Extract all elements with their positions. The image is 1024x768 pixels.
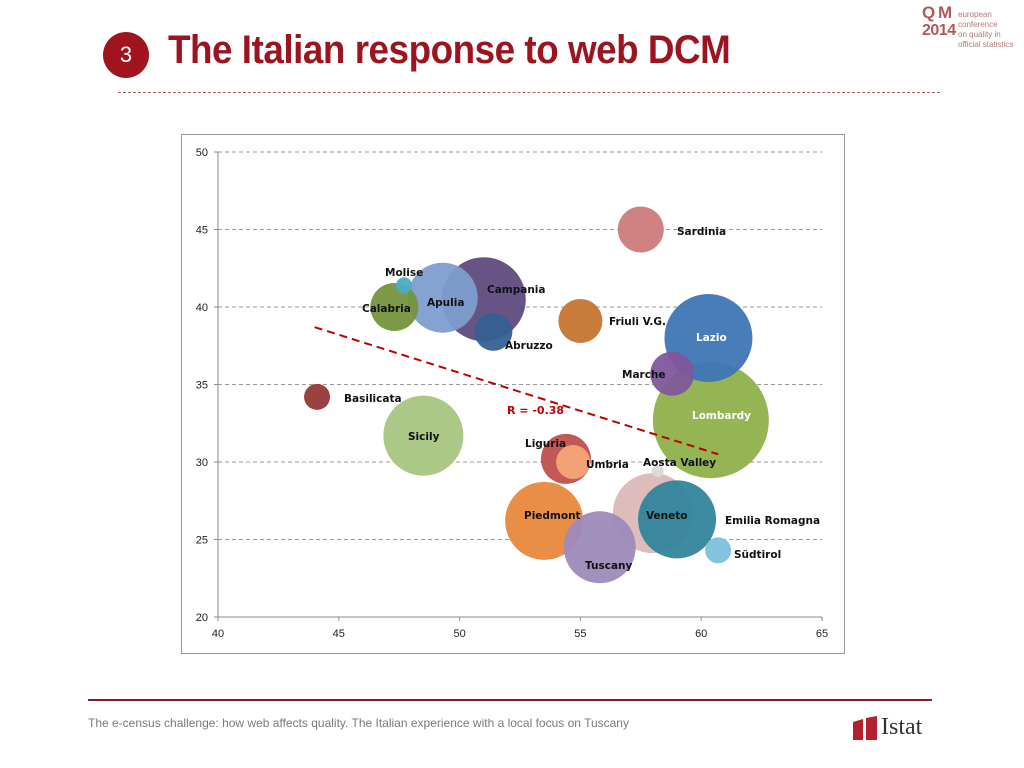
bubble-label-lazio: Lazio [696,332,727,344]
y-tick-label: 30 [196,457,208,469]
bubble-abruzzo [474,312,513,351]
istat-logo-word: Istat [881,714,923,740]
istat-logo: Istat [851,714,935,744]
slide-number-badge: 3 [103,32,149,78]
title-divider [118,92,940,93]
x-tick-label: 40 [212,628,224,640]
bubble-label-veneto: Veneto [646,510,688,522]
conference-logo-text: european conference on quality in offici… [958,10,1024,50]
conference-logo-line: on quality in [958,30,1001,39]
x-tick-label: 45 [333,628,345,640]
bubble-basilicata [304,383,331,410]
bubble-label-aosta-valley: Aosta Valley [643,457,716,469]
page-title: The Italian response to web DCM [168,28,731,72]
bubble-label-campania: Campania [487,284,546,296]
footer-text: The e-census challenge: how web affects … [88,716,629,730]
y-tick-label: 20 [196,612,208,624]
conference-logo-mark: Q M [922,3,952,22]
conference-logo-line: official statistics [958,40,1014,49]
istat-logo-icon [853,716,877,740]
bubble-apulia [407,262,478,333]
bubble-label-friuli-v-g-: Friuli V.G. [609,316,666,328]
bubble-label-emilia-romagna: Emilia Romagna [725,515,820,527]
bubble-label-tuscany: Tuscany [585,560,633,572]
y-tick-label: 50 [196,147,208,159]
bubble-sicily [383,395,464,476]
bubble-emilia-romagna [638,480,717,559]
bubble-label-calabria: Calabria [362,303,411,315]
correlation-annotation: R = -0.38 [507,404,564,417]
bubble-label-basilicata: Basilicata [344,393,402,405]
bubble-label-sicily: Sicily [408,431,440,443]
bubble-label-liguria: Liguria [525,438,566,450]
conference-logo-year: 2014 [922,22,956,39]
bubble-chart: 20 25 30 35 40 45 50 40 45 50 55 60 65 Sardinia Molise… [181,134,845,654]
bubble-calabria [370,283,419,331]
bubble-label-piedmont: Piedmont [524,510,581,522]
footer-divider [88,699,932,701]
conference-logo-line: european conference [958,10,998,29]
y-tick-label: 25 [196,535,208,547]
bubble-friuli-v-g- [558,298,603,343]
bubble-label-sardinia: Sardinia [677,226,726,238]
y-tick-label: 35 [196,380,208,392]
y-tick-label: 40 [196,302,208,314]
x-tick-label: 50 [453,628,465,640]
bubble-umbria [556,445,591,479]
trendline [314,326,719,456]
bubble-s-dtirol [705,537,732,564]
y-tick-label: 45 [196,225,208,237]
bubble-piedmont [505,481,584,560]
bubble-label-s-dtirol: Südtirol [734,549,781,561]
bubble-tuscany [563,511,636,584]
conference-logo: Q M 2014 european conference on quality … [920,2,1024,49]
bubble-molise [396,277,413,294]
bubble-label-apulia: Apulia [427,297,464,309]
bubble-label-umbria: Umbria [586,459,629,471]
bubble-label-abruzzo: Abruzzo [505,340,553,352]
bubble-label-lombardy: Lombardy [692,410,751,422]
bubble-marche [650,351,695,396]
x-tick-label: 55 [574,628,586,640]
bubble-label-marche: Marche [622,369,666,381]
x-tick-label: 65 [816,628,828,640]
bubble-chart-svg: 20 25 30 35 40 45 50 40 45 50 55 60 65 Sardinia Molise… [196,147,828,640]
bubble-aosta-valley [651,465,664,478]
bubble-sardinia [617,206,664,253]
bubble-label-molise: Molise [385,267,423,279]
x-tick-label: 60 [695,628,707,640]
